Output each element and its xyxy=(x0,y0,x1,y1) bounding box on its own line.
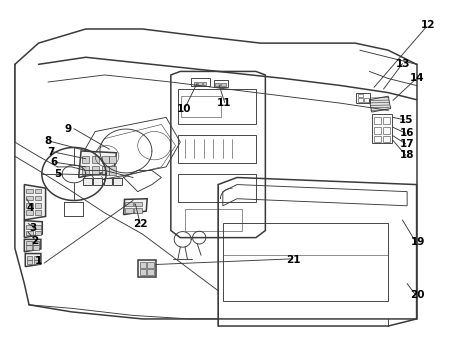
Bar xyxy=(109,155,117,163)
Text: 14: 14 xyxy=(410,73,425,83)
Polygon shape xyxy=(24,221,42,237)
Bar xyxy=(178,174,256,202)
Text: 15: 15 xyxy=(399,115,413,125)
Bar xyxy=(374,127,381,134)
Bar xyxy=(35,231,41,235)
Bar xyxy=(35,224,41,229)
Bar xyxy=(140,269,146,275)
Bar xyxy=(374,117,381,125)
Polygon shape xyxy=(124,199,147,215)
Bar xyxy=(191,78,210,86)
Bar xyxy=(102,166,109,175)
Bar xyxy=(135,202,142,207)
Text: 4: 4 xyxy=(27,203,34,213)
Bar xyxy=(185,209,242,230)
Bar xyxy=(26,203,33,208)
Bar xyxy=(357,98,363,102)
Bar xyxy=(34,256,38,260)
Polygon shape xyxy=(24,185,46,220)
Bar xyxy=(181,96,221,118)
Bar xyxy=(26,241,32,245)
Bar xyxy=(113,178,122,185)
Bar xyxy=(33,245,38,250)
Text: 21: 21 xyxy=(286,255,301,264)
Text: 17: 17 xyxy=(400,139,414,149)
Text: 20: 20 xyxy=(410,290,425,300)
Bar xyxy=(26,231,33,235)
Bar xyxy=(383,117,390,125)
Bar xyxy=(374,136,381,142)
Polygon shape xyxy=(25,253,41,267)
Text: 13: 13 xyxy=(396,59,410,69)
Polygon shape xyxy=(79,151,117,178)
Bar xyxy=(93,178,102,185)
Text: 19: 19 xyxy=(410,237,425,247)
Bar xyxy=(26,245,32,250)
Bar xyxy=(356,93,370,103)
Text: 7: 7 xyxy=(47,147,55,157)
Polygon shape xyxy=(369,96,391,112)
Bar xyxy=(198,82,201,85)
Bar xyxy=(35,211,41,215)
Bar xyxy=(27,256,32,260)
Bar xyxy=(35,203,41,208)
Text: 9: 9 xyxy=(65,124,72,134)
Bar xyxy=(27,260,32,264)
Text: 18: 18 xyxy=(400,150,414,160)
Text: 8: 8 xyxy=(45,136,52,146)
Bar xyxy=(34,260,38,264)
Text: 2: 2 xyxy=(31,236,38,246)
Bar xyxy=(26,196,33,201)
Bar xyxy=(138,260,156,277)
Bar xyxy=(102,155,109,163)
Bar xyxy=(109,166,117,175)
Text: 16: 16 xyxy=(400,128,414,138)
Bar xyxy=(364,98,369,102)
Bar xyxy=(223,223,388,301)
Bar xyxy=(147,262,154,268)
Text: 5: 5 xyxy=(54,169,61,179)
Text: 1: 1 xyxy=(35,256,42,266)
Bar xyxy=(383,136,390,142)
Bar xyxy=(26,224,33,229)
Bar xyxy=(357,94,363,97)
Bar xyxy=(126,208,133,213)
Bar xyxy=(178,135,256,163)
Bar xyxy=(83,178,92,185)
Polygon shape xyxy=(24,239,41,252)
Bar xyxy=(92,155,99,163)
Bar xyxy=(126,202,133,207)
Bar xyxy=(203,82,206,85)
Bar xyxy=(135,208,142,213)
Bar xyxy=(372,114,392,143)
Bar xyxy=(214,80,228,87)
Text: 10: 10 xyxy=(177,104,191,114)
Bar xyxy=(221,83,226,86)
Bar xyxy=(178,89,256,125)
Text: 6: 6 xyxy=(50,157,58,167)
Bar xyxy=(383,127,390,134)
Bar xyxy=(92,166,99,175)
Bar xyxy=(193,82,197,85)
Bar xyxy=(35,189,41,193)
Bar xyxy=(82,166,89,175)
Bar xyxy=(26,211,33,215)
Text: 12: 12 xyxy=(421,21,436,31)
Text: 11: 11 xyxy=(217,98,231,108)
Text: 3: 3 xyxy=(29,223,36,233)
Bar xyxy=(26,189,33,193)
Text: 22: 22 xyxy=(133,219,147,229)
Bar xyxy=(147,269,154,275)
Bar xyxy=(104,178,112,185)
Bar xyxy=(140,262,146,268)
Bar xyxy=(82,155,89,163)
Bar xyxy=(33,241,38,245)
Bar xyxy=(215,83,220,86)
Bar xyxy=(35,196,41,201)
